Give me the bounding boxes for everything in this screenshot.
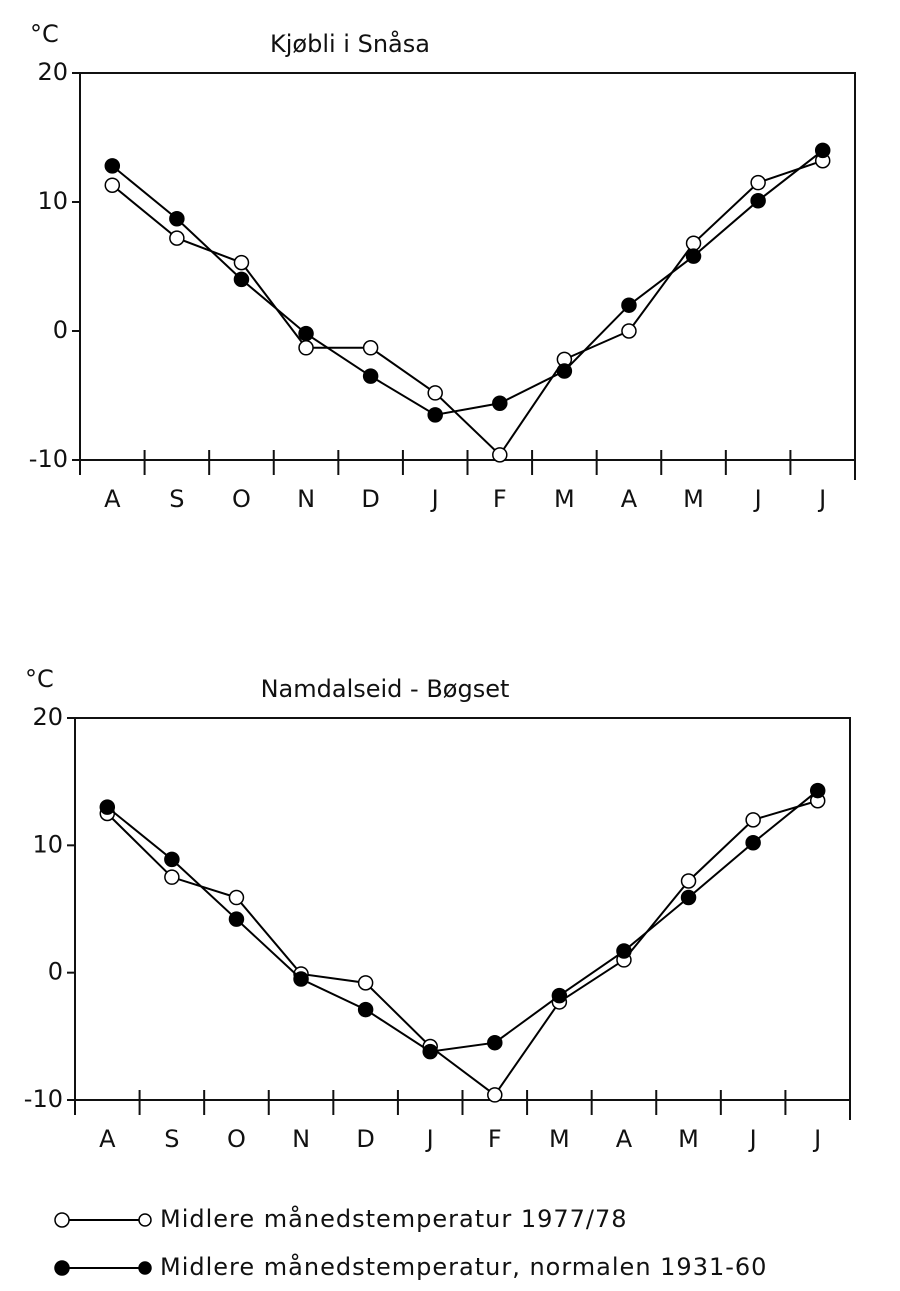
data-point (492, 447, 508, 463)
data-point (298, 325, 314, 342)
y-tick-label: 0 (48, 958, 63, 986)
data-point (814, 142, 831, 159)
data-point (293, 971, 309, 987)
y-axis-label: °C (30, 20, 59, 48)
data-point (357, 975, 374, 991)
x-tick-label: A (621, 485, 638, 513)
x-tick-label: J (817, 485, 826, 513)
data-point (228, 911, 245, 927)
y-axis-label: °C (25, 665, 54, 693)
legend-marker (54, 1212, 70, 1228)
x-tick-label: N (297, 485, 315, 513)
series-line (106, 789, 819, 1053)
data-point (616, 943, 632, 959)
data-point (357, 1001, 374, 1018)
plot-frame (74, 717, 851, 1120)
data-point (680, 873, 697, 889)
data-point (104, 158, 121, 174)
x-tick-label: J (430, 485, 439, 513)
chart-title: Kjøbli i Snåsa (270, 29, 430, 58)
x-tick-label: J (748, 1125, 757, 1153)
x-tick-label: J (812, 1125, 821, 1153)
data-point (233, 254, 250, 271)
x-tick-label: M (683, 485, 704, 513)
data-point (556, 363, 573, 379)
x-tick-label: S (169, 485, 184, 513)
data-point (427, 385, 443, 401)
x-tick-label: A (104, 485, 121, 513)
data-point (164, 851, 180, 868)
data-point (164, 869, 180, 885)
data-point (809, 782, 826, 799)
series-line (111, 149, 824, 416)
data-point (233, 271, 250, 288)
chart-title: Namdalseid - Bøgset (261, 675, 510, 703)
x-tick-label: A (99, 1125, 116, 1153)
x-tick-label: D (361, 485, 379, 513)
data-point (621, 323, 637, 339)
data-point (492, 395, 508, 411)
series-line (111, 159, 824, 457)
data-point (685, 248, 702, 264)
x-tick-label: M (549, 1125, 570, 1153)
data-point (487, 1034, 503, 1051)
data-point (680, 889, 697, 906)
plot-frame (79, 72, 856, 480)
data-point (621, 297, 637, 313)
x-tick-label: J (753, 485, 762, 513)
y-tick-label: -10 (24, 1085, 63, 1113)
x-tick-label: M (678, 1125, 699, 1153)
x-tick-label: O (232, 485, 251, 513)
x-tick-label: D (356, 1125, 374, 1153)
x-tick-label: O (227, 1125, 246, 1153)
data-point (427, 407, 443, 423)
x-tick-label: M (554, 485, 575, 513)
legend-marker (138, 1261, 152, 1275)
data-point (745, 835, 761, 851)
x-tick-label: J (425, 1125, 434, 1153)
data-point (750, 192, 766, 209)
data-point (104, 177, 121, 193)
data-point (422, 1043, 438, 1060)
y-tick-label: -10 (29, 445, 68, 473)
data-point (745, 812, 761, 828)
y-tick-label: 0 (53, 316, 68, 344)
series-line (106, 799, 818, 1097)
legend-marker (138, 1213, 152, 1227)
y-tick-label: 20 (37, 58, 68, 86)
legend-marker (54, 1260, 70, 1276)
x-tick-label: S (164, 1125, 179, 1153)
x-tick-label: A (616, 1125, 633, 1153)
legend-label: Midlere månedstemperatur, normalen 1931-… (160, 1252, 767, 1281)
data-point (99, 799, 116, 815)
y-tick-label: 10 (32, 830, 63, 858)
data-point (169, 211, 185, 227)
data-point (362, 340, 379, 356)
data-point (750, 174, 766, 191)
legend-label: Midlere månedstemperatur 1977/78 (160, 1204, 628, 1233)
data-point (169, 230, 185, 246)
data-point (298, 340, 314, 356)
data-point (228, 889, 245, 906)
data-point (551, 987, 568, 1004)
data-point (362, 368, 379, 384)
y-tick-label: 10 (37, 187, 68, 215)
y-tick-label: 20 (32, 703, 63, 731)
x-tick-label: F (488, 1125, 502, 1153)
data-point (487, 1087, 503, 1103)
x-tick-label: N (292, 1125, 310, 1153)
data-point (685, 235, 702, 252)
x-tick-label: F (493, 485, 507, 513)
